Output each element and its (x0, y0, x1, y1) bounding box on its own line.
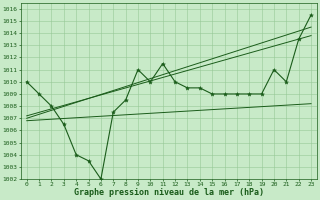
X-axis label: Graphe pression niveau de la mer (hPa): Graphe pression niveau de la mer (hPa) (74, 188, 264, 197)
